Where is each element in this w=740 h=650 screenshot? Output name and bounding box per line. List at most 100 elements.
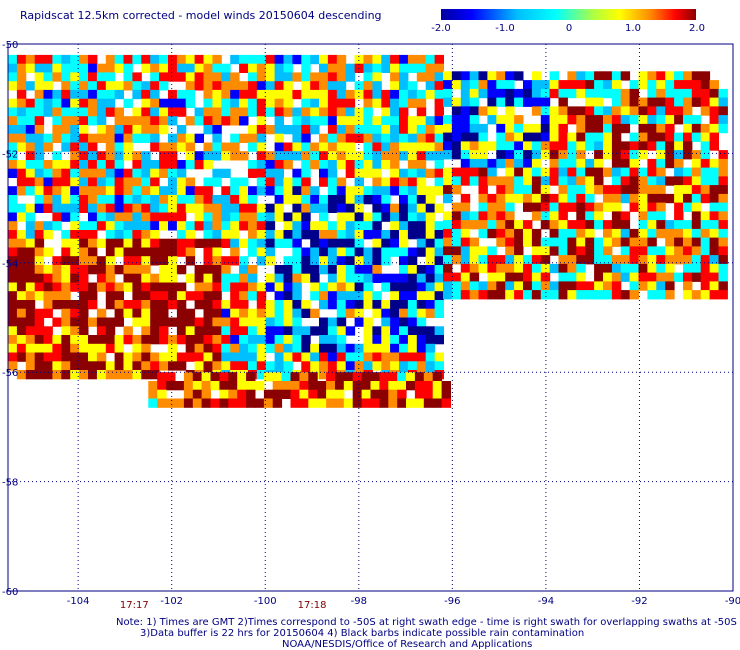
heatmap-cell xyxy=(203,308,213,318)
heatmap-cell xyxy=(567,202,577,212)
heatmap-cell xyxy=(141,335,151,345)
heatmap-cell xyxy=(407,300,418,310)
heatmap-cell xyxy=(370,398,380,408)
heatmap-cell xyxy=(585,158,595,169)
heatmap-cell xyxy=(319,247,329,257)
heatmap-cell xyxy=(292,291,302,301)
heatmap-cell xyxy=(16,72,27,82)
heatmap-cell xyxy=(523,237,533,247)
heatmap-cell xyxy=(176,63,187,73)
heatmap-cell xyxy=(52,291,62,301)
heatmap-cell xyxy=(549,290,559,300)
heatmap-cell xyxy=(8,186,18,196)
heatmap-cell xyxy=(336,247,347,257)
heatmap-cell xyxy=(212,151,222,161)
heatmap-cell xyxy=(381,133,391,143)
heatmap-cell xyxy=(629,141,639,151)
heatmap-cell xyxy=(141,63,151,73)
heatmap-cell xyxy=(390,186,400,196)
heatmap-cell xyxy=(709,193,719,204)
heatmap-cell xyxy=(96,238,107,248)
heatmap-cell xyxy=(505,167,515,177)
heatmap-cell xyxy=(487,255,497,265)
heatmap-cell xyxy=(201,372,211,382)
heatmap-cell xyxy=(228,398,238,408)
heatmap-cell xyxy=(709,281,719,291)
heatmap-cell xyxy=(8,81,18,91)
heatmap-cell xyxy=(558,193,568,204)
heatmap-cell xyxy=(141,81,151,91)
heatmap-cell xyxy=(594,220,604,230)
heatmap-cell xyxy=(123,326,133,336)
heatmap-cell xyxy=(168,177,178,187)
heatmap-cell xyxy=(61,98,71,108)
heatmap-cell xyxy=(283,89,293,100)
heatmap-cell xyxy=(176,230,187,240)
heatmap-cell xyxy=(343,398,354,408)
y-tick-label: -60 xyxy=(2,587,18,598)
heatmap-cell xyxy=(558,80,568,90)
heatmap-cell xyxy=(96,186,107,196)
heatmap-cell xyxy=(150,186,160,196)
heatmap-cell xyxy=(8,168,18,178)
heatmap-cell xyxy=(514,281,524,291)
heatmap-cell xyxy=(558,220,568,230)
heatmap-cell xyxy=(638,80,648,90)
heatmap-cell xyxy=(290,398,300,408)
heatmap-cell xyxy=(487,290,497,300)
heatmap-cell xyxy=(354,89,364,100)
heatmap-cell xyxy=(292,186,302,196)
heatmap-cell xyxy=(381,107,391,117)
heatmap-cell xyxy=(327,195,338,205)
heatmap-cell xyxy=(70,63,80,73)
heatmap-cell xyxy=(25,265,36,275)
heatmap-cell xyxy=(336,352,347,362)
heatmap-cell xyxy=(665,158,675,169)
heatmap-cell xyxy=(414,398,425,408)
heatmap-cell xyxy=(327,186,338,196)
heatmap-cell xyxy=(256,203,267,213)
heatmap-cell xyxy=(434,256,444,266)
heatmap-cell xyxy=(416,335,427,345)
heatmap-cell xyxy=(656,202,666,212)
heatmap-cell xyxy=(70,265,80,275)
heatmap-cell xyxy=(132,238,142,248)
heatmap-cell xyxy=(176,54,187,65)
heatmap-cell xyxy=(34,230,45,240)
heatmap-cell xyxy=(123,212,133,222)
heatmap-cell xyxy=(451,272,462,282)
heatmap-cell xyxy=(336,160,347,170)
heatmap-cell xyxy=(460,158,471,169)
heatmap-cell xyxy=(61,81,71,91)
heatmap-cell xyxy=(319,282,329,292)
heatmap-cell xyxy=(281,372,291,382)
heatmap-cell xyxy=(70,177,80,187)
heatmap-cell xyxy=(443,115,453,125)
heatmap-cell xyxy=(514,158,524,169)
heatmap-cell xyxy=(283,273,293,283)
heatmap-cell xyxy=(691,272,702,282)
heatmap-cell xyxy=(399,98,409,108)
heatmap-cell xyxy=(194,72,204,82)
heatmap-cell xyxy=(88,317,98,327)
heatmap-cell xyxy=(656,281,666,291)
heatmap-cell xyxy=(531,167,542,177)
heatmap-cell xyxy=(629,193,639,204)
heatmap-cell xyxy=(370,389,380,399)
heatmap-cell xyxy=(292,335,302,345)
heatmap-cell xyxy=(709,220,719,230)
heatmap-cell xyxy=(272,381,283,391)
note-line-3: NOAA/NESDIS/Office of Research and Appli… xyxy=(282,639,533,650)
heatmap-cell xyxy=(354,221,364,231)
heatmap-cell xyxy=(611,211,622,221)
heatmap-cell xyxy=(292,125,302,135)
heatmap-cell xyxy=(460,263,471,274)
heatmap-cell xyxy=(638,281,648,291)
heatmap-cell xyxy=(505,290,515,300)
heatmap-cell xyxy=(665,237,675,247)
heatmap-cell xyxy=(79,142,89,152)
heatmap-cell xyxy=(239,256,249,266)
heatmap-cell xyxy=(185,256,196,266)
heatmap-cell xyxy=(549,141,559,151)
heatmap-cell xyxy=(620,272,631,282)
